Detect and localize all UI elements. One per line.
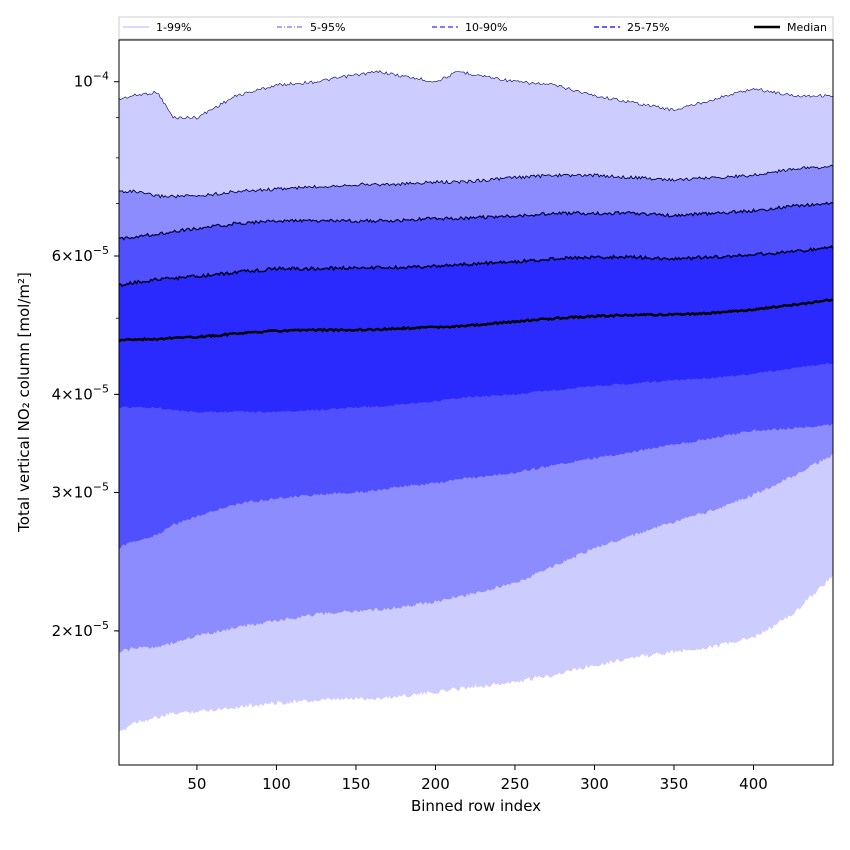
x-tick-label-100: 100	[262, 775, 291, 793]
legend: 1-99% 5-95% 10-90% 25-75% Median	[118, 16, 834, 40]
x-tick-label-250: 250	[501, 775, 530, 793]
band-edge-1-99%	[119, 70, 833, 120]
band-25-75%	[119, 246, 833, 413]
band-edge-5-95%	[119, 164, 833, 199]
plot-frame	[118, 39, 834, 766]
y-axis-label: Total vertical NO₂ column [mol/m²]	[15, 272, 33, 533]
legend-frame	[118, 16, 834, 40]
x-tick-label-300: 300	[580, 775, 609, 793]
band-edge-25-75%	[119, 245, 833, 288]
legend-label-Median: Median	[787, 21, 827, 34]
band-edge-10-90%	[119, 201, 833, 241]
percentile-lines	[119, 70, 833, 343]
x-tick-label-150: 150	[342, 775, 371, 793]
x-tick-label-50: 50	[187, 775, 206, 793]
x-tick-label-400: 400	[739, 775, 768, 793]
x-axis-label: Binned row index	[411, 797, 541, 815]
legend-label-1-99%: 1-99%	[156, 21, 191, 34]
legend-label-25-75%: 25-75%	[627, 21, 669, 34]
legend-label-10-90%: 10-90%	[465, 21, 507, 34]
x-tick-label-200: 200	[421, 775, 450, 793]
median-line	[119, 298, 833, 343]
legend-label-5-95%: 5-95%	[310, 21, 345, 34]
percentile-bands	[119, 70, 833, 732]
x-tick-label-350: 350	[660, 775, 689, 793]
x-axis: 50 100 150 200 250 300 350 400	[187, 765, 768, 793]
